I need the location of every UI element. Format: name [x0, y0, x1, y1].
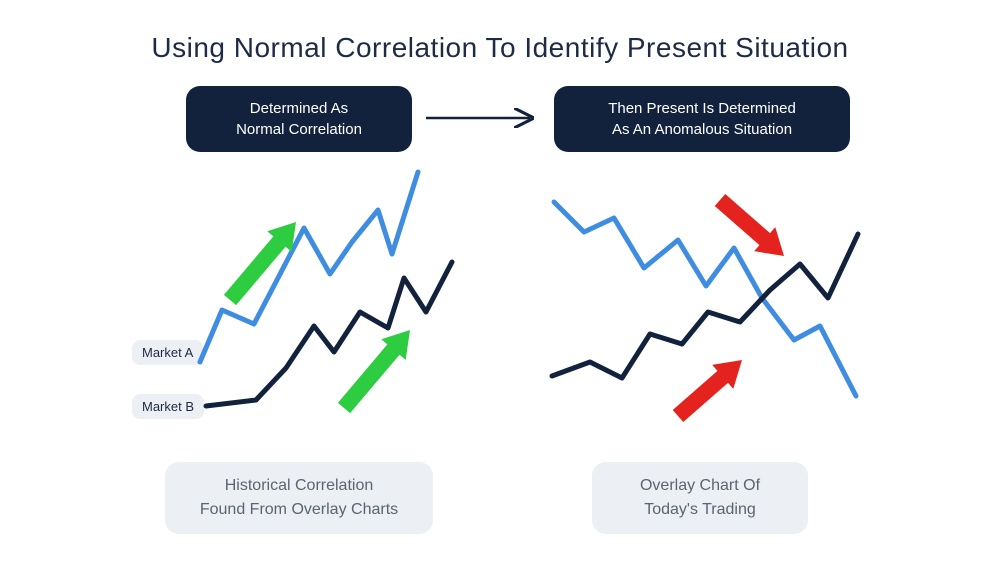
diagram-canvas [0, 0, 1000, 583]
right-caption-text: Overlay Chart OfToday's Trading [640, 474, 760, 522]
right-dark-text: Then Present Is DeterminedAs An Anomalou… [608, 98, 796, 140]
right-caption: Overlay Chart OfToday's Trading [592, 462, 808, 534]
page-title: Using Normal Correlation To Identify Pre… [0, 0, 1000, 64]
right-dark-box: Then Present Is DeterminedAs An Anomalou… [554, 86, 850, 152]
left-caption: Historical CorrelationFound From Overlay… [165, 462, 433, 534]
left-dark-text: Determined AsNormal Correlation [236, 98, 362, 140]
market-a-label: Market A [132, 340, 203, 365]
left-caption-text: Historical CorrelationFound From Overlay… [200, 474, 398, 522]
market-b-label: Market B [132, 394, 204, 419]
left-dark-box: Determined AsNormal Correlation [186, 86, 412, 152]
